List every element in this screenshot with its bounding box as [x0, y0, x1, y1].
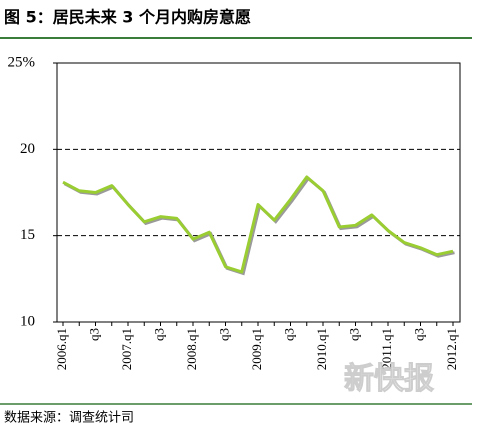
- x-tick-label: q3: [346, 328, 361, 341]
- x-tick-label: 2010.q1: [314, 328, 329, 370]
- x-tick-label: q3: [86, 328, 101, 341]
- line-shadow: [63, 176, 455, 276]
- x-tick-label: 2012.q1: [444, 328, 459, 370]
- source: 数据来源：调查统计司: [4, 411, 134, 426]
- x-tick-label: 2006.q1: [54, 328, 69, 370]
- x-tick-label: 2008.q1: [184, 328, 199, 370]
- y-tick-label: 10: [20, 313, 35, 329]
- y-tick-label: 25%: [8, 54, 36, 70]
- x-tick-label: 2009.q1: [249, 328, 264, 370]
- series-line: [62, 175, 454, 274]
- x-tick-label: 2007.q1: [119, 328, 134, 370]
- watermark: 新快报: [344, 362, 434, 397]
- x-tick-label: q3: [281, 328, 296, 341]
- x-tick-label: q3: [411, 328, 426, 341]
- y-tick-label: 15: [20, 227, 35, 243]
- chart-title: 图 5：居民未来 3 个月内购房意愿: [4, 8, 251, 27]
- x-tick-label: q3: [151, 328, 166, 341]
- x-tick-label: 2011.q1: [379, 328, 394, 370]
- x-tick-label: q3: [216, 328, 231, 341]
- y-tick-label: 20: [20, 141, 35, 157]
